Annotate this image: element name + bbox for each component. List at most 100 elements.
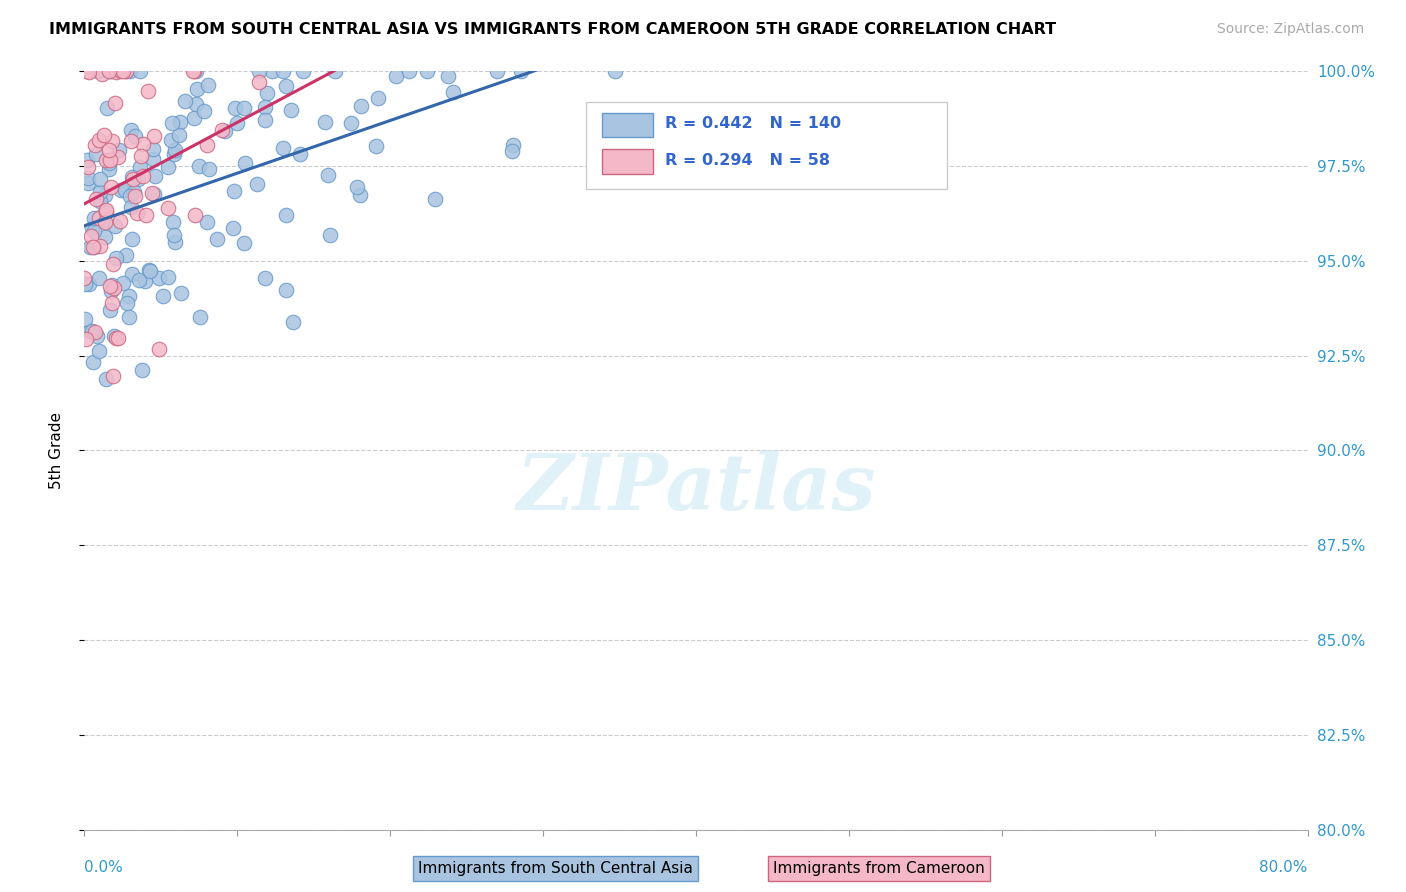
Point xyxy=(98,156,121,170)
Point xyxy=(214,124,236,138)
Point xyxy=(73,312,96,326)
Point xyxy=(89,185,111,199)
Point xyxy=(96,204,118,219)
Point xyxy=(97,143,120,157)
Point xyxy=(233,236,256,251)
Text: ZIPatlas: ZIPatlas xyxy=(516,450,876,526)
Point xyxy=(94,215,117,229)
Text: 80.0%: 80.0% xyxy=(1260,860,1308,875)
Point xyxy=(89,194,111,208)
Point xyxy=(142,186,165,201)
Point xyxy=(75,277,97,292)
Point xyxy=(246,177,269,191)
Point xyxy=(97,64,120,78)
Point xyxy=(485,64,508,78)
Point xyxy=(100,64,122,78)
Point xyxy=(115,248,138,262)
Point xyxy=(103,281,125,295)
Point xyxy=(120,122,142,136)
Point xyxy=(226,116,249,130)
Point xyxy=(76,64,98,78)
Point xyxy=(156,161,179,175)
Point xyxy=(122,185,145,199)
Point xyxy=(94,372,117,386)
Point xyxy=(94,229,117,244)
Point xyxy=(122,172,145,186)
Point xyxy=(163,147,186,161)
Point xyxy=(254,100,277,114)
Point xyxy=(103,329,125,343)
Point xyxy=(73,271,96,285)
Point xyxy=(256,86,278,100)
Point xyxy=(224,184,246,198)
Point xyxy=(135,208,157,222)
Point xyxy=(100,180,122,194)
Point xyxy=(105,331,128,345)
Point xyxy=(118,310,141,324)
Point xyxy=(120,200,142,214)
Point xyxy=(183,64,205,78)
Point xyxy=(509,64,531,78)
Point xyxy=(316,168,339,182)
Point xyxy=(112,276,135,290)
Point xyxy=(142,152,165,166)
Point xyxy=(128,273,150,287)
Text: IMMIGRANTS FROM SOUTH CENTRAL ASIA VS IMMIGRANTS FROM CAMEROON 5TH GRADE CORRELA: IMMIGRANTS FROM SOUTH CENTRAL ASIA VS IM… xyxy=(49,22,1056,37)
Point xyxy=(83,240,105,254)
Point xyxy=(89,239,111,253)
Point xyxy=(247,64,270,78)
Point xyxy=(160,133,183,147)
Point xyxy=(110,64,132,78)
Point xyxy=(501,144,523,158)
Point xyxy=(398,64,420,78)
Point xyxy=(115,64,138,78)
Point xyxy=(75,332,97,346)
Point xyxy=(82,355,104,369)
Text: R = 0.294   N = 58: R = 0.294 N = 58 xyxy=(665,153,831,168)
Point xyxy=(350,99,373,113)
Point xyxy=(98,279,121,293)
Point xyxy=(280,103,302,117)
Point xyxy=(156,269,179,284)
Point xyxy=(84,325,107,339)
Point xyxy=(141,142,163,156)
Point xyxy=(139,264,162,278)
Point xyxy=(101,134,124,148)
Point xyxy=(184,64,207,78)
Point xyxy=(290,146,312,161)
Text: Immigrants from South Central Asia: Immigrants from South Central Asia xyxy=(418,861,693,876)
Text: R = 0.442   N = 140: R = 0.442 N = 140 xyxy=(665,116,842,131)
Point xyxy=(108,214,131,228)
Point xyxy=(169,115,191,129)
Point xyxy=(603,64,626,78)
Point xyxy=(233,101,256,115)
Point xyxy=(105,251,128,265)
Point xyxy=(183,111,205,125)
Point xyxy=(96,102,118,116)
Point xyxy=(121,232,143,246)
Point xyxy=(86,192,108,206)
Point xyxy=(87,64,110,78)
Point xyxy=(222,221,245,235)
Point xyxy=(364,138,387,153)
Point xyxy=(108,144,131,158)
Point xyxy=(441,85,464,99)
Point xyxy=(367,91,389,105)
Point xyxy=(76,176,98,190)
Point xyxy=(188,310,211,324)
Point xyxy=(253,113,276,128)
Point xyxy=(134,274,156,288)
Point xyxy=(235,155,257,169)
Point xyxy=(197,78,219,93)
Point xyxy=(93,128,115,142)
Point xyxy=(82,324,104,338)
Point xyxy=(104,219,127,234)
Point xyxy=(77,65,100,79)
Point xyxy=(91,213,114,227)
Point xyxy=(91,209,114,223)
Point xyxy=(105,64,128,78)
Point xyxy=(319,228,342,243)
Point xyxy=(98,153,121,168)
Point xyxy=(118,289,141,303)
Point xyxy=(129,160,152,174)
